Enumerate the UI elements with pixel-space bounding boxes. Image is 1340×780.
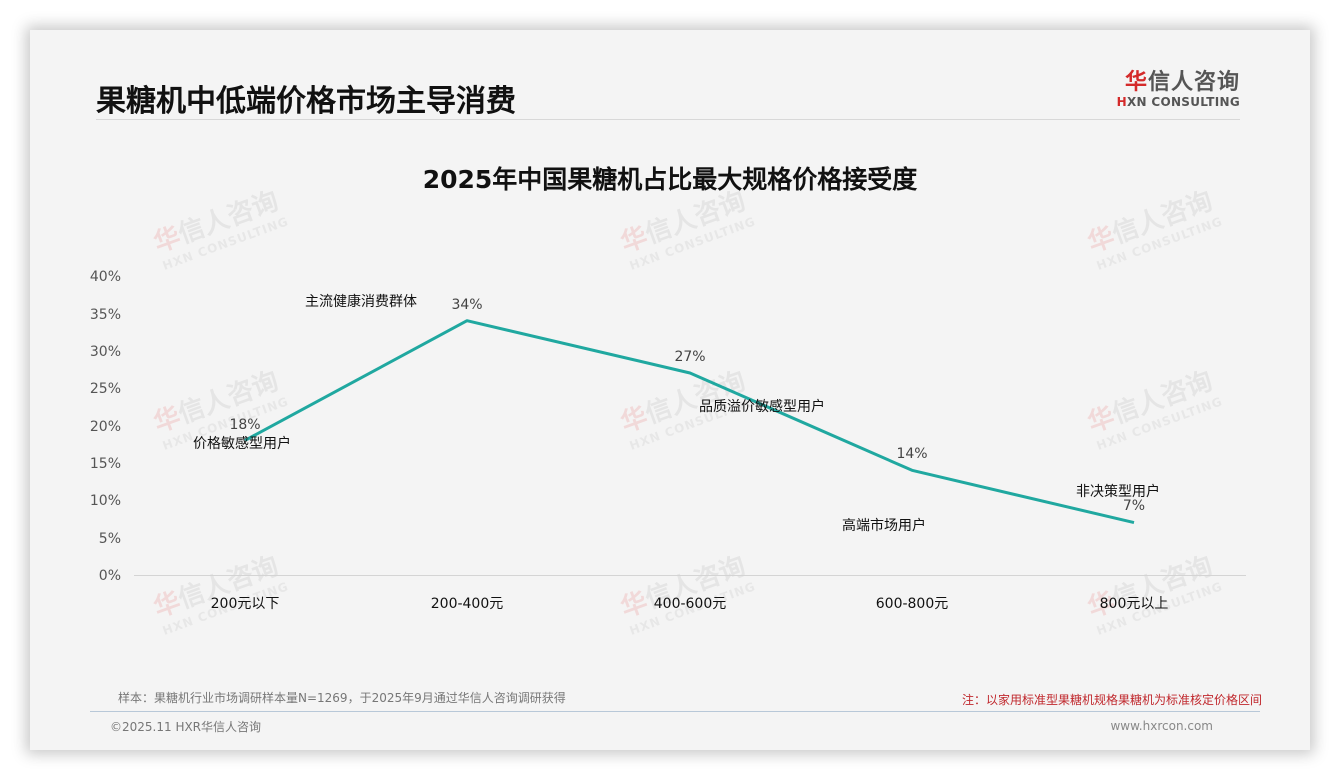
brand-logo: 华信人咨询 HXN CONSULTING	[1110, 64, 1240, 109]
logo-en: HXN CONSULTING	[1110, 95, 1240, 109]
x-axis: 200元以下 200-400元 400-600元 600-800元 800元以上	[211, 596, 1169, 612]
y-axis: 0% 5% 10% 15% 20% 25% 30% 35% 40%	[90, 269, 121, 584]
annotations: 价格敏感型用户 主流健康消费群体 品质溢价敏感型用户 高端市场用户 非决策型用户	[193, 293, 1160, 534]
y-tick: 5%	[99, 531, 121, 547]
annotation-label: 品质溢价敏感型用户	[699, 398, 825, 415]
logo-cn: 华信人咨询	[1110, 64, 1240, 96]
y-tick: 0%	[99, 568, 121, 584]
annotation-label: 非决策型用户	[1076, 483, 1160, 500]
line-chart: 0% 5% 10% 15% 20% 25% 30% 35% 40% 200元以下…	[90, 269, 1246, 612]
y-tick: 20%	[90, 419, 121, 435]
y-tick: 40%	[90, 269, 121, 285]
data-label: 18%	[229, 417, 260, 433]
footer-divider	[90, 711, 1260, 712]
logo-en-text: XN CONSULTING	[1126, 95, 1240, 109]
data-label: 7%	[1123, 498, 1145, 514]
y-tick: 15%	[90, 456, 121, 472]
slide: 果糖机中低端价格市场主导消费 华信人咨询 HXN CONSULTING 华信人咨…	[30, 30, 1310, 750]
x-tick: 200元以下	[211, 596, 280, 612]
y-tick: 30%	[90, 344, 121, 360]
x-tick: 200-400元	[431, 596, 504, 612]
logo-cn-mark: 华	[1124, 70, 1148, 95]
annotation-label: 价格敏感型用户	[193, 435, 291, 452]
data-label: 34%	[451, 297, 482, 313]
annotation-label: 高端市场用户	[842, 517, 926, 534]
price-range-note: 注：以家用标准型果糖机规格果糖机为标准核定价格区间	[961, 693, 1262, 707]
x-tick: 600-800元	[876, 596, 949, 612]
annotation-label: 主流健康消费群体	[305, 293, 417, 310]
y-tick: 25%	[90, 381, 121, 397]
series-line	[244, 319, 1135, 525]
data-label: 27%	[674, 349, 705, 365]
sample-footnote: 样本：果糖机行业市场调研样本量N=1269，于2025年9月通过华信人咨询调研获…	[118, 691, 566, 705]
x-tick: 400-600元	[654, 596, 727, 612]
data-label: 14%	[896, 446, 927, 462]
copyright: ©2025.11 HXR华信人咨询	[110, 720, 262, 734]
y-tick: 10%	[90, 493, 121, 509]
chart-title: 2025年中国果糖机占比最大规格价格接受度	[422, 165, 918, 194]
title-divider	[96, 119, 1240, 120]
x-tick: 800元以上	[1100, 596, 1169, 612]
data-labels: 18% 34% 27% 14% 7%	[229, 297, 1145, 514]
page-title: 果糖机中低端价格市场主导消费	[96, 84, 516, 119]
website-link[interactable]: www.hxrcon.com	[1110, 719, 1213, 733]
logo-en-mark: H	[1116, 95, 1127, 109]
y-tick: 35%	[90, 307, 121, 323]
logo-cn-text: 信人咨询	[1147, 70, 1240, 95]
